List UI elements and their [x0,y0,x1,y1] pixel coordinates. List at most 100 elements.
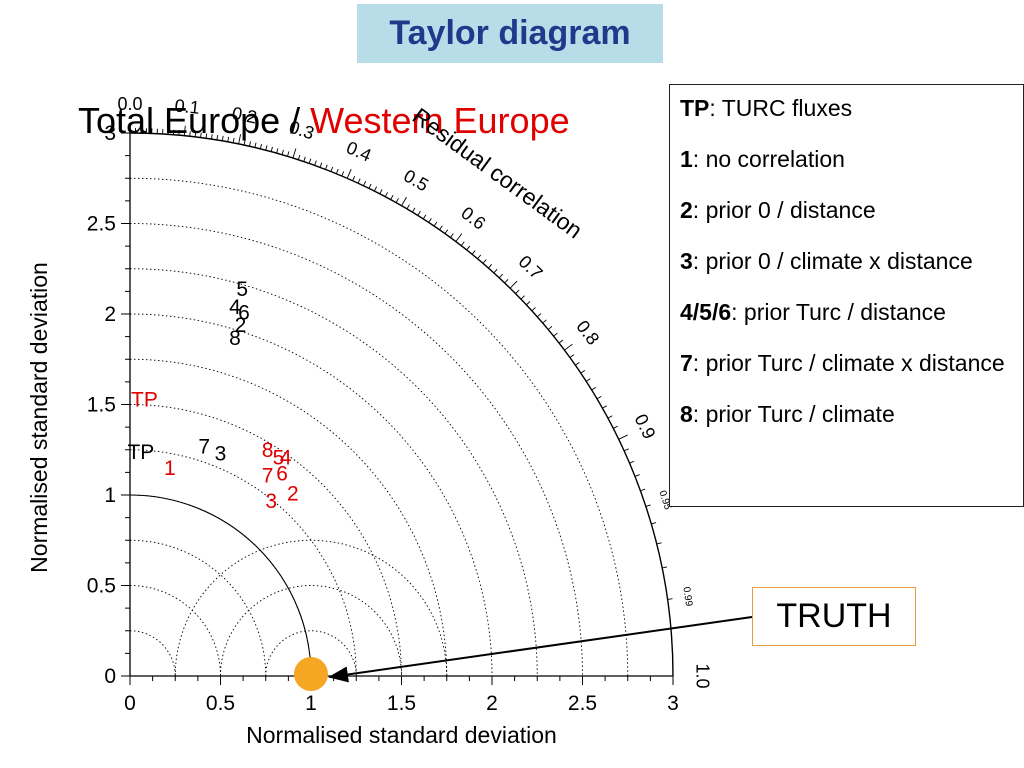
correlation-tick [607,415,613,419]
page-title: Taylor diagram [389,14,631,52]
std-dev-arc [129,494,312,677]
correlation-tick [455,233,463,242]
data-point-label: TP [131,388,158,411]
legend-panel: TP: TURC fluxes 1: no correlation 2: pri… [669,84,1024,507]
correlation-tick [569,354,575,358]
legend-text: : prior 0 / distance [692,197,876,223]
correlation-tick [623,448,629,452]
correlation-tick [325,164,328,170]
correlation-tick [460,241,465,247]
legend-key: 8 [680,401,693,427]
std-dev-arc [129,268,538,677]
correlation-tick [531,307,536,312]
correlation-tick [471,250,476,255]
legend-item: 1: no correlation [680,142,1015,176]
correlation-tick [379,189,383,195]
x-tick-label: 1 [305,692,317,715]
arc-title: Residual correlation [408,103,587,244]
correlation-tick-label: 0.1 [174,95,201,117]
outer-arc [129,132,674,677]
correlation-tick-label: 0.0 [117,94,142,114]
data-point-label: TP [127,441,154,464]
correlation-tick [651,522,657,525]
y-tick-label: 3 [104,122,116,145]
correlation-tick-label: 0.3 [287,117,317,144]
std-dev-arc [129,539,267,677]
correlation-tick [390,195,394,200]
std-dev-arc [129,630,176,677]
std-dev-arc [129,585,221,677]
correlation-tick [314,160,317,166]
data-point-label: 6 [276,463,288,486]
data-point-label: 8 [262,439,274,462]
legend-item: 7: prior Turc / climate x distance [680,346,1015,380]
correlation-tick [227,136,230,142]
x-tick-label: 0.5 [206,692,235,715]
y-tick-label: 0.5 [87,575,116,598]
correlation-tick [433,221,438,227]
data-point-label: 4 [229,296,241,319]
correlation-tick [645,504,651,507]
correlation-tick [558,339,564,344]
subtitle-total-europe: Total Europe / [78,100,311,141]
correlation-tick [357,178,361,184]
correlation-tick [406,204,410,210]
correlation-tick [292,148,297,159]
correlation-tick [352,175,356,181]
correlation-tick [444,229,449,234]
correlation-tick [667,598,673,600]
correlation-tick [477,254,482,260]
truth-marker [294,657,328,691]
truth-callout: TRUTH [752,587,916,646]
correlation-tick [259,143,262,149]
correlation-tick [602,405,607,409]
correlation-tick [194,131,197,137]
correlation-tick-label: 1.0 [692,663,712,688]
rms-arc [265,630,357,677]
correlation-tick [373,186,378,192]
legend-item: 2: prior 0 / distance [680,193,1015,227]
truth-arrow [328,616,753,683]
correlation-tick [200,132,202,138]
correlation-tick [575,361,580,366]
correlation-tick [493,268,498,274]
correlation-tick [249,141,251,147]
legend-item: 8: prior Turc / climate [680,397,1015,431]
legend-text: : TURC fluxes [709,95,853,121]
correlation-tick [335,168,339,174]
legend-text: : prior 0 / climate x distance [692,248,973,274]
title-banner: Taylor diagram [357,4,663,63]
legend-key: 4/5/6 [680,299,732,325]
legend-text: : prior Turc / climate x distance [692,350,1005,376]
rms-arc [174,539,448,677]
subtitle: Total Europe / Western Europe [78,100,570,142]
correlation-tick [536,313,542,318]
correlation-tick [341,171,345,177]
std-dev-arc [129,177,629,677]
data-point-label: 4 [280,446,292,469]
data-point-label: 7 [262,464,274,487]
correlation-tick [634,474,640,477]
std-dev-arc [129,313,493,677]
correlation-tick [662,566,668,569]
x-tick-label: 3 [667,692,679,715]
legend-key: TP [680,95,710,121]
correlation-tick [211,134,213,140]
std-dev-arc [129,449,357,677]
x-tick-label: 0 [124,692,136,715]
data-point-label: 2 [287,483,299,506]
correlation-tick [216,134,219,141]
legend-key: 2 [680,197,693,223]
correlation-tick [183,125,186,136]
x-tick-label: 2.5 [568,692,597,715]
y-axis-title: Normalised standard deviation [26,262,52,573]
correlation-tick [297,154,301,160]
subtitle-western-europe: Western Europe [310,100,570,141]
correlation-tick [368,183,372,189]
correlation-tick [270,146,273,152]
correlation-tick [411,207,416,213]
correlation-tick [417,211,421,216]
correlation-tick [542,319,547,324]
correlation-tick [276,148,279,154]
